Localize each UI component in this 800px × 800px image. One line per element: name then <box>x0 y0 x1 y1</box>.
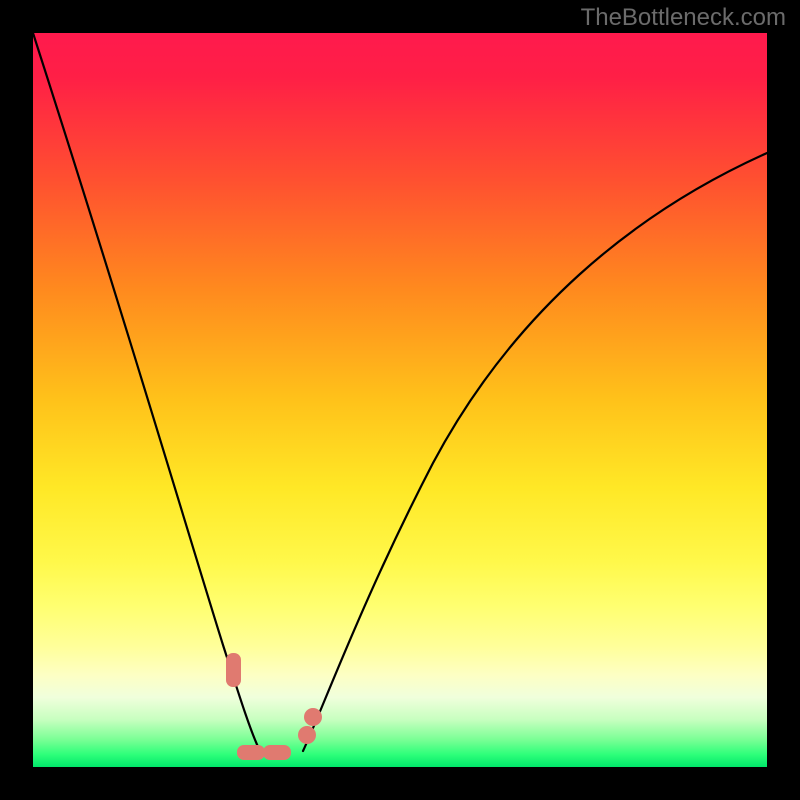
data-marker-0 <box>226 653 241 687</box>
data-marker-3 <box>298 726 316 744</box>
chart-curve-layer <box>33 33 767 767</box>
curve-path-1 <box>303 153 767 751</box>
chart-plot-area <box>33 33 767 767</box>
curve-path-0 <box>33 33 260 751</box>
data-marker-2 <box>263 745 291 760</box>
data-marker-1 <box>237 745 265 760</box>
watermark-text: TheBottleneck.com <box>581 4 786 32</box>
data-marker-4 <box>304 708 322 726</box>
